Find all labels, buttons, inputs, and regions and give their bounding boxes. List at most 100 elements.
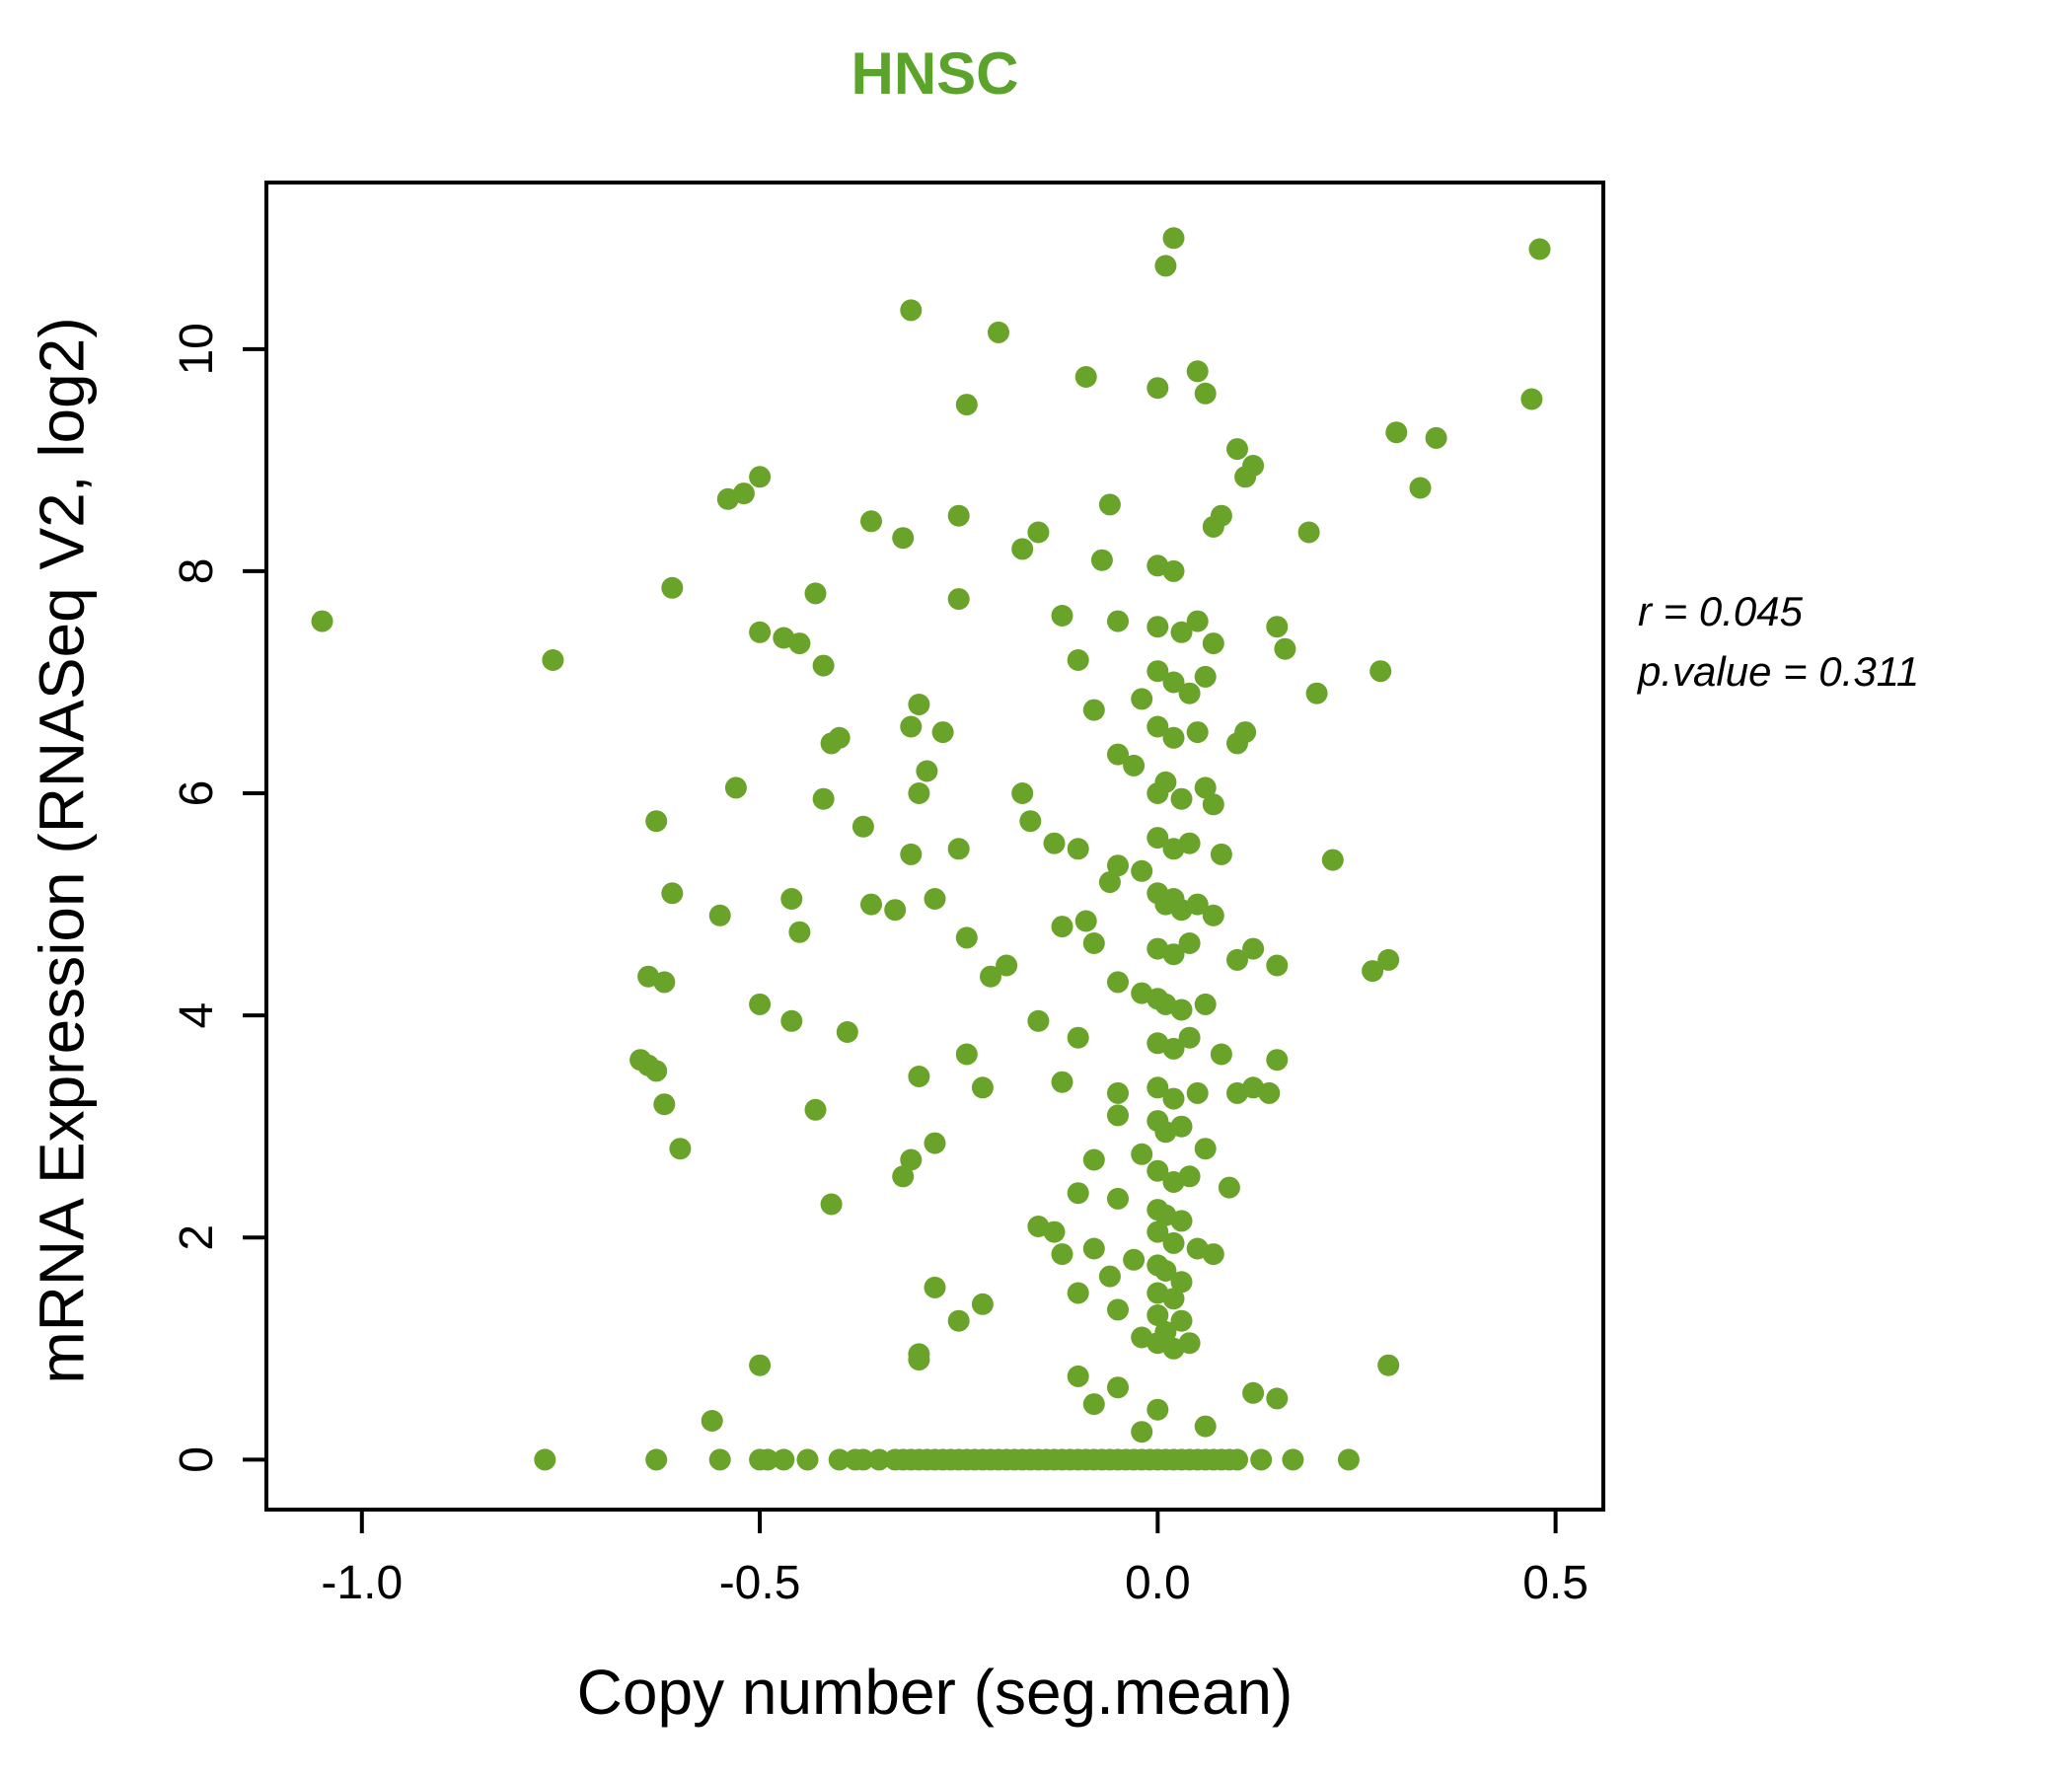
data-point <box>708 904 731 926</box>
data-point <box>1170 1115 1193 1138</box>
data-point <box>1067 1026 1089 1049</box>
data-point <box>1194 382 1217 405</box>
data-point <box>804 582 827 605</box>
data-point <box>971 1076 994 1099</box>
data-point <box>1107 854 1129 877</box>
data-point <box>1194 665 1217 688</box>
y-tick-label: 6 <box>171 780 223 807</box>
data-point <box>1147 1076 1169 1099</box>
data-point <box>851 1448 874 1471</box>
x-tick-label: -0.5 <box>719 1557 801 1609</box>
data-point <box>1011 538 1034 560</box>
data-point <box>1162 1037 1185 1060</box>
data-point <box>1147 1304 1169 1326</box>
data-point <box>884 899 907 922</box>
data-point <box>1147 616 1169 638</box>
data-point <box>1170 999 1193 1021</box>
data-point <box>1186 610 1209 632</box>
data-point <box>1019 810 1042 833</box>
y-tick-label: 8 <box>171 558 223 585</box>
data-point <box>1147 1159 1169 1182</box>
data-point <box>1194 777 1217 799</box>
data-point <box>1178 1165 1201 1188</box>
data-point <box>1082 1237 1105 1260</box>
data-point <box>1186 893 1209 916</box>
data-point <box>971 1293 994 1315</box>
data-point <box>534 1448 556 1471</box>
data-point <box>1242 937 1265 960</box>
data-point <box>1107 971 1129 994</box>
data-point <box>1170 1271 1193 1294</box>
data-point <box>1027 1009 1050 1032</box>
data-point <box>661 882 684 905</box>
data-point <box>1409 477 1432 499</box>
y-tick-label: 4 <box>171 1002 223 1029</box>
data-point <box>1178 932 1201 954</box>
x-axis-label: Copy number (seg.mean) <box>576 1657 1294 1728</box>
data-point <box>1170 1210 1193 1232</box>
data-point <box>1027 521 1050 544</box>
data-point <box>980 965 1001 988</box>
data-point <box>773 1448 795 1471</box>
data-point <box>820 732 843 755</box>
data-point <box>900 843 923 865</box>
data-point <box>836 1021 858 1043</box>
data-point <box>1162 1288 1185 1310</box>
data-point <box>1234 721 1257 744</box>
data-point <box>1337 1448 1360 1471</box>
data-point <box>892 1165 915 1188</box>
data-point <box>653 1093 676 1116</box>
data-point <box>757 1448 779 1471</box>
data-point <box>924 1276 946 1298</box>
data-point <box>1074 366 1097 388</box>
data-point <box>1170 787 1193 810</box>
data-point <box>311 610 333 632</box>
data-point <box>947 504 970 527</box>
data-point <box>1226 438 1248 461</box>
data-point <box>1107 610 1129 632</box>
data-point <box>1250 1448 1273 1471</box>
data-point <box>780 888 803 910</box>
correlation-annotation: r = 0.045 p.value = 0.311 <box>1638 582 1919 703</box>
data-point <box>1131 1421 1153 1443</box>
data-point <box>1266 1049 1289 1072</box>
data-point <box>1520 388 1543 410</box>
data-point <box>1147 827 1169 850</box>
chart-title: HNSC <box>851 40 1019 107</box>
data-point <box>701 1410 723 1432</box>
data-point <box>1067 1182 1089 1205</box>
data-point <box>645 1060 668 1082</box>
data-point <box>1067 649 1089 671</box>
data-point <box>1274 637 1296 660</box>
data-point <box>947 1309 970 1332</box>
data-point <box>1162 1231 1185 1254</box>
data-point <box>1131 859 1153 882</box>
data-point <box>1147 660 1169 683</box>
data-point <box>645 810 668 833</box>
data-point <box>796 1448 819 1471</box>
data-point <box>653 971 676 994</box>
data-point <box>542 649 564 671</box>
data-point <box>1162 943 1185 966</box>
data-point <box>996 954 1018 977</box>
data-point <box>1226 948 1248 971</box>
y-tick-label: 10 <box>171 323 223 375</box>
data-point <box>1147 1398 1169 1421</box>
y-axis-label: mRNA Expression (RNASeq V2, log2) <box>26 317 98 1384</box>
data-point <box>716 487 739 510</box>
data-point <box>1266 954 1289 977</box>
data-point <box>708 1448 731 1471</box>
data-point <box>669 1138 692 1160</box>
data-point <box>1218 1176 1240 1199</box>
data-point <box>1090 549 1113 571</box>
data-point <box>900 715 923 738</box>
data-point <box>1305 682 1328 704</box>
data-point <box>749 1354 772 1376</box>
data-point <box>851 815 874 838</box>
data-point <box>868 1448 890 1471</box>
data-point <box>900 299 923 322</box>
data-point <box>1131 1143 1153 1165</box>
data-point <box>1178 1026 1201 1049</box>
